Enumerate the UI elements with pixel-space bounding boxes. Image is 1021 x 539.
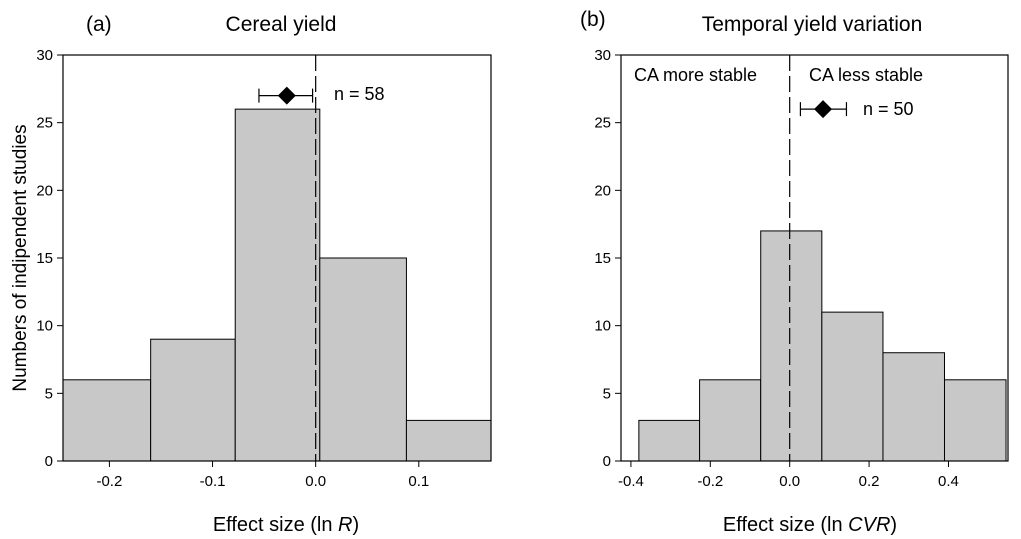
panel-a-x-axis-title-suffix: ) xyxy=(353,514,360,536)
panel-b-letter: (b) xyxy=(580,8,606,31)
panel-a-y-tick-label: 30 xyxy=(36,47,53,64)
panel-a-y-tick-label: 20 xyxy=(36,182,53,199)
panel-a-mean-diamond xyxy=(277,86,296,105)
panel-b-mean-marker xyxy=(799,100,848,119)
panel-b-bar-2 xyxy=(760,230,823,462)
panel-a-y-tick-label: 15 xyxy=(36,250,53,267)
panel-a-x-axis: -0.2 -0.1 0.0 0.1 xyxy=(96,461,429,490)
panel-a-y-tick-label: 5 xyxy=(45,385,53,402)
panel-b-y-tick-label: 15 xyxy=(594,250,611,267)
panel-b-annotation-less-stable: CA less stable xyxy=(809,65,923,85)
panel-a-letter: (a) xyxy=(86,13,112,36)
panel-b-y-tick-label: 25 xyxy=(594,115,611,132)
panel-a-mean-marker xyxy=(258,86,314,105)
panel-b-x-axis-title-suffix: ) xyxy=(890,514,897,536)
panel-a-bars xyxy=(62,108,492,462)
panel-b-y-tick-label: 10 xyxy=(594,318,611,335)
panel-a-y-axis: 0 5 10 15 20 25 30 xyxy=(36,47,63,470)
panel-a-bar-1 xyxy=(150,338,236,462)
panel-b-bar-3 xyxy=(821,311,884,462)
panel-b-bar-5 xyxy=(943,379,1007,462)
panel-b-title: Temporal yield variation xyxy=(702,13,923,36)
panel-a-x-tick-label: -0.1 xyxy=(200,473,226,490)
panel-b-x-tick-label: -0.4 xyxy=(618,473,644,490)
panel-a-x-axis-title-symbol: R xyxy=(338,514,352,536)
panel-b-y-tick-label: 20 xyxy=(594,182,611,199)
panel-a-x-tick-label: -0.2 xyxy=(96,473,122,490)
panel-b-n-label: n = 50 xyxy=(863,99,914,119)
panel-b-annotation-more-stable: CA more stable xyxy=(634,65,757,85)
panel-b-mean-diamond xyxy=(814,100,833,119)
panel-b-x-tick-label: 0.4 xyxy=(938,473,959,490)
panel-a-cereal-yield: (a) Cereal yield 0 5 10 15 20 25 30 -0.2 -0.1 0.… xyxy=(36,13,492,536)
panel-b-x-axis: -0.4 -0.2 0.0 0.2 0.4 xyxy=(618,461,959,490)
panel-a-title: Cereal yield xyxy=(226,13,337,36)
panel-b-x-tick-label: 0.0 xyxy=(779,473,800,490)
panel-a-y-tick-label: 0 xyxy=(45,453,53,470)
y-axis-label: Numbers of indipendent studies xyxy=(10,124,31,391)
panel-b-temporal-yield-variation: (b) Temporal yield variation 0 5 10 15 20 25 3… xyxy=(580,8,1009,536)
panel-a-bar-3 xyxy=(319,257,407,462)
panel-a-y-tick-label: 25 xyxy=(36,115,53,132)
panel-b-x-axis-title-prefix: Effect size (ln xyxy=(723,514,848,536)
panel-a-x-tick-label: 0.1 xyxy=(408,473,429,490)
panel-a-bar-0 xyxy=(62,379,152,462)
panel-a-y-tick-label: 10 xyxy=(36,318,53,335)
panel-b-bar-0 xyxy=(638,419,701,462)
panel-b-x-axis-title-symbol: CVR xyxy=(848,514,890,536)
panel-b-x-axis-title: Effect size (ln CVR) xyxy=(723,514,897,536)
panel-b-y-tick-label: 30 xyxy=(594,47,611,64)
panel-b-y-tick-label: 5 xyxy=(603,385,611,402)
panel-b-y-axis: 0 5 10 15 20 25 30 xyxy=(594,47,621,470)
panel-b-bar-4 xyxy=(882,352,945,462)
panel-a-x-axis-title-prefix: Effect size (ln xyxy=(213,514,338,536)
panel-b-x-tick-label: -0.2 xyxy=(697,473,723,490)
panel-b-bars xyxy=(638,230,1007,462)
panel-b-x-tick-label: 0.2 xyxy=(859,473,880,490)
panel-a-x-axis-title: Effect size (ln R) xyxy=(213,514,359,536)
panel-a-bar-2 xyxy=(234,108,321,462)
panel-b-bar-1 xyxy=(699,379,762,462)
panel-b-y-tick-label: 0 xyxy=(603,453,611,470)
panel-a-x-tick-label: 0.0 xyxy=(305,473,326,490)
panel-a-bar-4 xyxy=(405,419,492,462)
panel-a-n-label: n = 58 xyxy=(334,84,385,104)
